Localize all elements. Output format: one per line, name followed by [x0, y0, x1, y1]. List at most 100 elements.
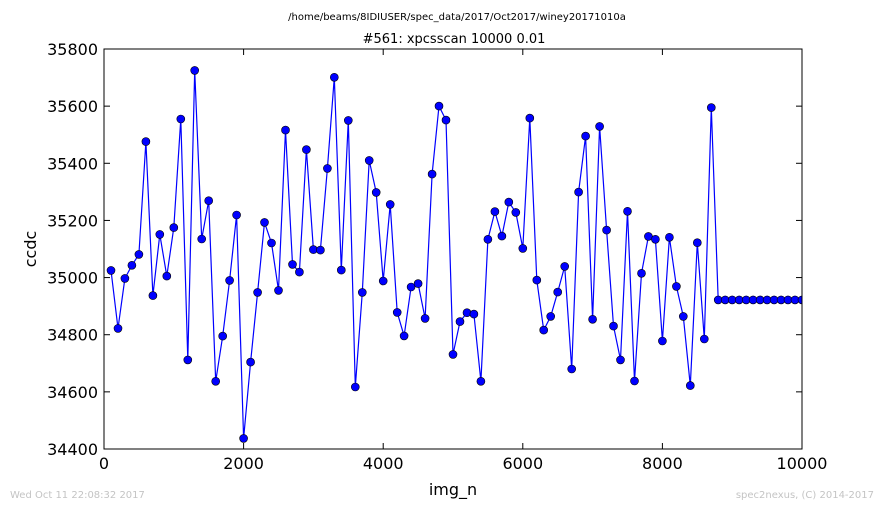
data-point	[623, 207, 632, 216]
data-point	[260, 218, 269, 227]
data-point	[323, 164, 332, 173]
data-point	[692, 238, 702, 247]
data-point	[706, 103, 716, 112]
data-point	[651, 235, 660, 244]
data-point	[176, 114, 186, 124]
plot-frame	[103, 48, 803, 450]
data-point	[546, 312, 556, 321]
data-point	[539, 325, 549, 335]
data-point	[267, 238, 276, 248]
y-tick-label: 35000	[47, 269, 98, 288]
data-point	[553, 287, 563, 297]
y-tick-label: 35200	[47, 211, 98, 230]
data-point	[511, 208, 521, 217]
data-point	[672, 282, 681, 291]
data-point	[218, 331, 227, 341]
data-point	[120, 274, 130, 283]
data-point	[567, 364, 577, 374]
data-point	[602, 225, 611, 235]
x-tick-label: 2000	[223, 454, 264, 473]
x-tick-label: 6000	[502, 454, 543, 473]
data-point	[685, 381, 695, 390]
data-point	[532, 275, 542, 285]
data-point	[609, 321, 618, 331]
data-point	[518, 244, 528, 253]
data-point	[155, 230, 165, 239]
data-point	[190, 66, 199, 75]
data-point	[253, 288, 262, 297]
data-point	[595, 122, 604, 131]
x-axis-label: img_n	[429, 480, 477, 500]
data-point	[462, 308, 472, 318]
data-point	[378, 276, 388, 286]
data-point	[497, 231, 507, 241]
data-point	[211, 376, 220, 386]
y-tick-label: 34800	[47, 326, 98, 345]
data-point	[420, 314, 430, 323]
data-point	[665, 233, 674, 242]
data-point	[350, 382, 360, 392]
data-point	[581, 131, 590, 141]
data-point	[427, 169, 437, 179]
file-path: /home/beams/8IDIUSER/spec_data/2017/Oct2…	[288, 12, 626, 23]
data-point	[434, 101, 444, 111]
data-point	[274, 286, 283, 295]
data-point	[413, 279, 423, 288]
data-point	[246, 357, 255, 367]
data-point	[630, 376, 639, 386]
data-point	[490, 207, 500, 216]
data-point	[588, 314, 597, 324]
data-point	[329, 73, 339, 82]
data-point	[364, 156, 374, 165]
data-point	[127, 260, 137, 270]
data-point	[183, 355, 193, 365]
data-point	[616, 355, 625, 365]
y-tick-label: 34600	[47, 383, 98, 402]
data-point	[281, 125, 290, 135]
data-point	[225, 276, 234, 285]
data-point	[232, 210, 241, 220]
x-tick-label: 4000	[363, 454, 404, 473]
data-point	[239, 434, 248, 443]
data-point	[336, 265, 346, 275]
data-point	[204, 196, 213, 205]
data-point	[797, 295, 802, 305]
data-point	[637, 268, 646, 278]
series-line	[110, 70, 802, 439]
data-point	[476, 376, 486, 386]
data-point	[406, 282, 416, 292]
data-point	[448, 350, 458, 359]
data-point	[385, 200, 395, 209]
data-point	[106, 266, 116, 275]
data-point	[399, 331, 409, 341]
data-point	[392, 308, 402, 317]
data-point	[141, 137, 151, 146]
data-point	[302, 145, 311, 154]
y-axis-label: ccdc	[21, 231, 40, 268]
data-point	[504, 197, 514, 207]
data-point	[162, 271, 172, 281]
data-point	[197, 234, 206, 244]
plot-layer	[106, 66, 802, 443]
data-point	[316, 245, 325, 255]
data-point	[295, 267, 304, 277]
chart-title: #561: xpcsscan 10000 0.01	[363, 32, 546, 47]
data-point	[699, 334, 709, 344]
y-tick-label: 35600	[47, 97, 98, 116]
data-point	[134, 250, 144, 259]
data-point	[169, 223, 179, 232]
data-point	[469, 309, 479, 319]
axis-layer: 0 2000 4000 6000 8000 10000 34400 34600 34800 350…	[47, 40, 827, 473]
data-point	[574, 187, 583, 197]
data-point	[483, 235, 493, 244]
x-tick-label: 0	[99, 454, 109, 473]
data-point	[288, 260, 297, 269]
x-tick-label: 10000	[777, 454, 828, 473]
data-point	[113, 324, 123, 333]
data-point	[357, 288, 367, 297]
data-point	[148, 291, 158, 300]
y-tick-label: 35800	[47, 40, 98, 59]
data-point	[441, 115, 451, 125]
data-point	[678, 312, 688, 321]
